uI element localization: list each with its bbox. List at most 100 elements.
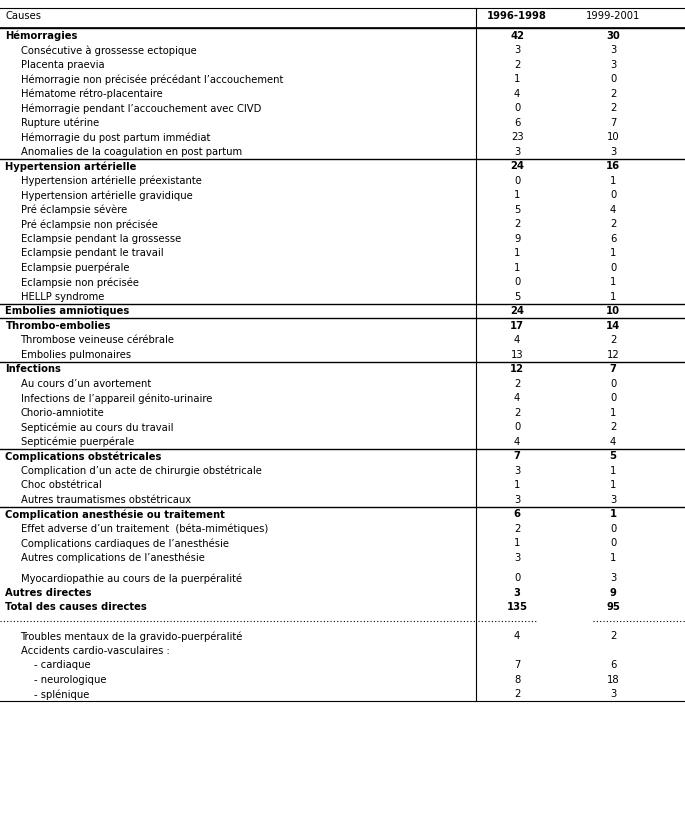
- Text: 0: 0: [514, 423, 521, 433]
- Text: Eclampsie pendant le travail: Eclampsie pendant le travail: [21, 249, 163, 259]
- Text: 1: 1: [610, 278, 616, 288]
- Text: Embolies amniotiques: Embolies amniotiques: [5, 306, 129, 316]
- Text: 1: 1: [514, 539, 521, 549]
- Text: 2: 2: [514, 689, 521, 699]
- Text: 3: 3: [610, 689, 616, 699]
- Text: 0: 0: [610, 539, 616, 549]
- Text: 2: 2: [610, 335, 616, 345]
- Text: Consécutive à grossesse ectopique: Consécutive à grossesse ectopique: [21, 45, 197, 56]
- Text: 12: 12: [607, 350, 619, 360]
- Text: 1: 1: [610, 480, 616, 490]
- Text: 12: 12: [510, 364, 524, 374]
- Text: 6: 6: [514, 118, 521, 128]
- Text: 3: 3: [514, 495, 521, 505]
- Text: Thrombose veineuse cérébrale: Thrombose veineuse cérébrale: [21, 335, 175, 345]
- Text: 4: 4: [514, 89, 521, 99]
- Text: 2: 2: [610, 89, 616, 99]
- Text: 1: 1: [514, 74, 521, 84]
- Text: 2: 2: [514, 60, 521, 70]
- Text: 6: 6: [514, 510, 521, 520]
- Text: 3: 3: [514, 466, 521, 476]
- Text: Chorio-amniotite: Chorio-amniotite: [21, 408, 104, 418]
- Text: 3: 3: [610, 46, 616, 56]
- Text: 7: 7: [514, 451, 521, 461]
- Text: 4: 4: [514, 394, 521, 404]
- Text: 5: 5: [514, 292, 521, 302]
- Text: 7: 7: [610, 118, 616, 128]
- Text: Hémorragie du post partum immédiat: Hémorragie du post partum immédiat: [21, 133, 210, 143]
- Text: 2: 2: [610, 103, 616, 113]
- Text: 0: 0: [610, 524, 616, 534]
- Text: Embolies pulmonaires: Embolies pulmonaires: [21, 350, 131, 360]
- Text: 2: 2: [610, 423, 616, 433]
- Text: Complication d’un acte de chirurgie obstétricale: Complication d’un acte de chirurgie obst…: [21, 465, 262, 476]
- Text: - neurologique: - neurologique: [34, 675, 107, 685]
- Text: 1: 1: [514, 263, 521, 273]
- Text: 1: 1: [610, 466, 616, 476]
- Text: Eclampsie non précisée: Eclampsie non précisée: [21, 277, 138, 288]
- Text: Hypertension artérielle: Hypertension artérielle: [5, 161, 137, 172]
- Text: - splénique: - splénique: [34, 689, 90, 700]
- Text: Hémorragie non précisée précédant l’accouchement: Hémorragie non précisée précédant l’acco…: [21, 74, 283, 85]
- Text: Pré éclampsie sévère: Pré éclampsie sévère: [21, 204, 127, 215]
- Text: 4: 4: [514, 335, 521, 345]
- Text: Eclampsie puerpérale: Eclampsie puerpérale: [21, 263, 129, 274]
- Text: 18: 18: [607, 675, 619, 685]
- Text: 6: 6: [610, 234, 616, 244]
- Text: Infections: Infections: [5, 364, 62, 374]
- Text: 2: 2: [610, 219, 616, 229]
- Text: Troubles mentaux de la gravido-puerpéralité: Troubles mentaux de la gravido-puerpéral…: [21, 631, 243, 641]
- Text: Accidents cardio-vasculaires :: Accidents cardio-vasculaires :: [21, 646, 169, 656]
- Text: 3: 3: [610, 60, 616, 70]
- Text: 2: 2: [610, 631, 616, 641]
- Text: 1999-2001: 1999-2001: [586, 11, 640, 21]
- Text: Hématome rétro-placentaire: Hématome rétro-placentaire: [21, 88, 162, 99]
- Text: 24: 24: [510, 162, 524, 172]
- Text: 9: 9: [610, 588, 616, 598]
- Text: Complication anesthésie ou traitement: Complication anesthésie ou traitement: [5, 510, 225, 520]
- Text: 3: 3: [610, 147, 616, 157]
- Text: Causes: Causes: [5, 11, 42, 21]
- Text: 14: 14: [606, 321, 620, 331]
- Text: Choc obstétrical: Choc obstétrical: [21, 480, 101, 490]
- Text: 3: 3: [610, 573, 616, 583]
- Text: 0: 0: [514, 573, 521, 583]
- Text: 1: 1: [514, 480, 521, 490]
- Text: 3: 3: [610, 495, 616, 505]
- Text: Au cours d’un avortement: Au cours d’un avortement: [21, 379, 151, 389]
- Text: 24: 24: [510, 306, 524, 316]
- Text: 135: 135: [507, 602, 527, 612]
- Text: Autres directes: Autres directes: [5, 588, 92, 598]
- Text: 0: 0: [610, 190, 616, 200]
- Text: 4: 4: [610, 437, 616, 447]
- Text: 10: 10: [607, 133, 619, 143]
- Text: 1: 1: [610, 249, 616, 259]
- Text: 16: 16: [606, 162, 620, 172]
- Text: 4: 4: [610, 205, 616, 215]
- Text: 1: 1: [610, 292, 616, 302]
- Text: 1: 1: [610, 553, 616, 563]
- Text: Rupture utérine: Rupture utérine: [21, 118, 99, 128]
- Text: Hypertension artérielle préexistante: Hypertension artérielle préexistante: [21, 176, 201, 186]
- Text: 1: 1: [610, 408, 616, 418]
- Text: Complications cardiaques de l’anesthésie: Complications cardiaques de l’anesthésie: [21, 538, 229, 549]
- Text: Eclampsie pendant la grossesse: Eclampsie pendant la grossesse: [21, 234, 181, 244]
- Text: Placenta praevia: Placenta praevia: [21, 60, 104, 70]
- Text: Autres complications de l’anesthésie: Autres complications de l’anesthésie: [21, 553, 204, 563]
- Text: Pré éclampsie non précisée: Pré éclampsie non précisée: [21, 219, 158, 229]
- Text: 95: 95: [606, 602, 620, 612]
- Text: Septicémie puerpérale: Septicémie puerpérale: [21, 437, 134, 447]
- Text: 42: 42: [510, 31, 524, 41]
- Text: 1: 1: [610, 176, 616, 186]
- Text: Septicémie au cours du travail: Septicémie au cours du travail: [21, 422, 173, 433]
- Text: 4: 4: [514, 437, 521, 447]
- Text: Hémorragies: Hémorragies: [5, 31, 78, 41]
- Text: Total des causes directes: Total des causes directes: [5, 602, 147, 612]
- Text: 8: 8: [514, 675, 521, 685]
- Text: Thrombo-embolies: Thrombo-embolies: [5, 321, 111, 331]
- Text: 17: 17: [510, 321, 524, 331]
- Text: 9: 9: [514, 234, 521, 244]
- Text: 2: 2: [514, 379, 521, 389]
- Text: 2: 2: [514, 408, 521, 418]
- Text: Infections de l’appareil génito-urinaire: Infections de l’appareil génito-urinaire: [21, 393, 212, 404]
